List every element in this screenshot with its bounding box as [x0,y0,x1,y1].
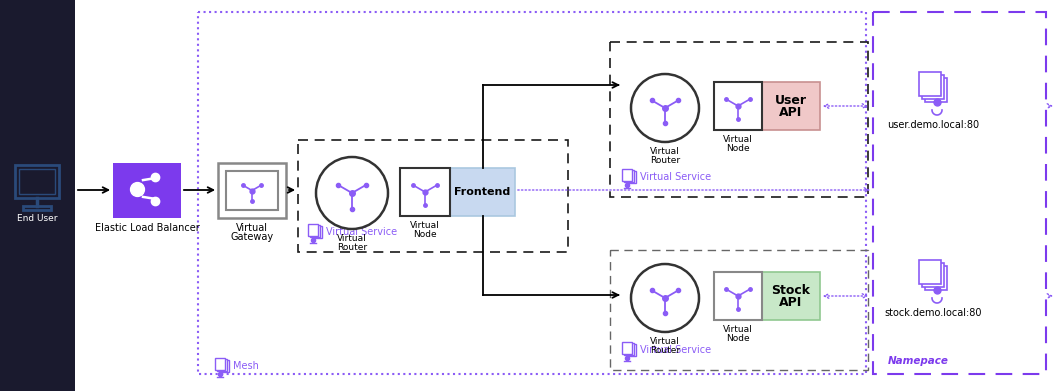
Text: API: API [779,296,803,308]
FancyBboxPatch shape [310,225,320,237]
FancyBboxPatch shape [216,359,227,371]
Text: Virtual: Virtual [723,325,753,334]
Ellipse shape [631,264,699,332]
Text: Virtual: Virtual [235,223,268,233]
Text: Router: Router [649,346,680,355]
FancyBboxPatch shape [922,263,944,287]
FancyBboxPatch shape [626,171,636,183]
FancyBboxPatch shape [762,272,821,320]
FancyBboxPatch shape [762,82,821,130]
FancyBboxPatch shape [215,358,225,370]
Text: API: API [779,106,803,118]
FancyBboxPatch shape [308,224,318,236]
FancyBboxPatch shape [925,266,947,290]
Text: Frontend: Frontend [454,187,511,197]
Text: Node: Node [413,230,437,239]
FancyBboxPatch shape [714,82,762,130]
FancyBboxPatch shape [714,272,762,320]
FancyBboxPatch shape [0,0,75,391]
FancyBboxPatch shape [219,360,229,372]
Text: user.demo.local:80: user.demo.local:80 [887,120,979,130]
Text: Virtual: Virtual [650,147,680,156]
Text: Virtual: Virtual [410,221,440,230]
FancyBboxPatch shape [919,72,941,96]
Text: Namepace: Namepace [888,356,949,366]
FancyBboxPatch shape [450,168,515,216]
FancyBboxPatch shape [226,171,278,210]
Text: Virtual: Virtual [723,135,753,144]
Text: Mesh: Mesh [233,361,259,371]
FancyBboxPatch shape [622,342,631,354]
Text: Router: Router [649,156,680,165]
Text: Gateway: Gateway [230,232,274,242]
FancyBboxPatch shape [113,163,181,218]
Text: Elastic Load Balancer: Elastic Load Balancer [95,223,200,233]
FancyBboxPatch shape [218,163,286,218]
Text: stock.demo.local:80: stock.demo.local:80 [884,308,982,318]
FancyBboxPatch shape [624,343,634,355]
Text: Virtual Service: Virtual Service [640,345,711,355]
FancyBboxPatch shape [312,226,322,238]
FancyBboxPatch shape [919,260,941,284]
Text: Node: Node [727,334,750,343]
Ellipse shape [631,74,699,142]
Text: Virtual Service: Virtual Service [326,227,397,237]
Text: Virtual: Virtual [337,234,366,243]
Text: User: User [775,93,807,106]
Text: Virtual: Virtual [650,337,680,346]
FancyBboxPatch shape [622,169,631,181]
FancyBboxPatch shape [624,170,634,182]
Text: Node: Node [727,144,750,153]
FancyBboxPatch shape [626,344,636,356]
Text: Router: Router [337,243,367,252]
Text: End User: End User [17,214,57,223]
FancyBboxPatch shape [400,168,450,216]
FancyBboxPatch shape [922,75,944,99]
FancyBboxPatch shape [925,78,947,102]
Text: Virtual Service: Virtual Service [640,172,711,182]
Ellipse shape [316,157,388,229]
Text: Stock: Stock [772,283,811,296]
